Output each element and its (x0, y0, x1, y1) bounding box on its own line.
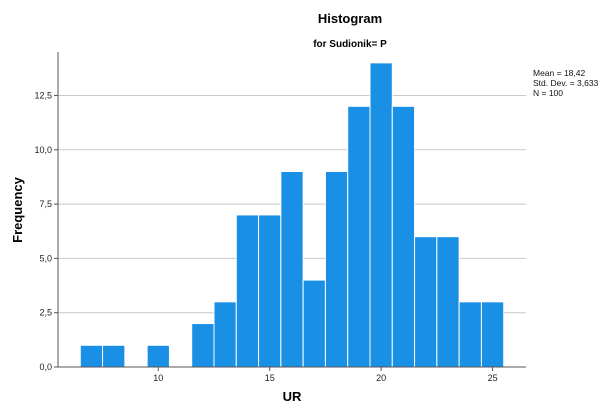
y-tick-label: 2,5 (39, 308, 52, 318)
stats-box: Mean = 18,42 Std. Dev. = 3,633 N = 100 (533, 68, 599, 98)
y-tick-label: 5,0 (39, 253, 52, 263)
histogram-bar (280, 170, 304, 368)
x-tick-label: 15 (265, 373, 275, 383)
chart-title: Histogram (318, 11, 382, 26)
histogram-bar (436, 236, 460, 368)
histogram-bar (458, 301, 482, 368)
stats-n: N = 100 (533, 88, 563, 98)
stats-mean: Mean = 18,42 (533, 68, 585, 78)
y-tick-label: 12,5 (34, 90, 52, 100)
y-tick-label: 7,5 (39, 199, 52, 209)
y-ticks: 0,0 2,5 5,0 7,5 10,0 12,5 (34, 90, 58, 372)
bars-group (79, 62, 505, 368)
x-ticks: 10 15 20 25 (153, 367, 498, 383)
histogram-bar (369, 62, 393, 368)
histogram-bar (79, 344, 104, 368)
x-axis-label: UR (283, 389, 302, 404)
histogram-bar (480, 301, 505, 368)
histogram-bar (347, 105, 371, 368)
histogram-bar (213, 301, 237, 368)
histogram-bar (414, 236, 438, 368)
histogram-bar (391, 105, 416, 368)
y-axis-label: Frequency (10, 176, 25, 243)
histogram-bar (235, 214, 260, 368)
y-tick-label: 10,0 (34, 145, 52, 155)
y-tick-label: 0,0 (39, 362, 52, 372)
chart-subtitle: for Sudionik= P (313, 39, 387, 50)
histogram-bar (258, 214, 282, 368)
x-tick-label: 10 (153, 373, 163, 383)
x-tick-label: 25 (488, 373, 498, 383)
histogram-bar (146, 344, 170, 368)
histogram-bar (102, 344, 126, 368)
stats-std-dev: Std. Dev. = 3,633 (533, 78, 599, 88)
histogram-bar (324, 170, 349, 368)
histogram-bar (302, 279, 326, 368)
x-tick-label: 20 (376, 373, 386, 383)
histogram-bar (191, 323, 215, 368)
